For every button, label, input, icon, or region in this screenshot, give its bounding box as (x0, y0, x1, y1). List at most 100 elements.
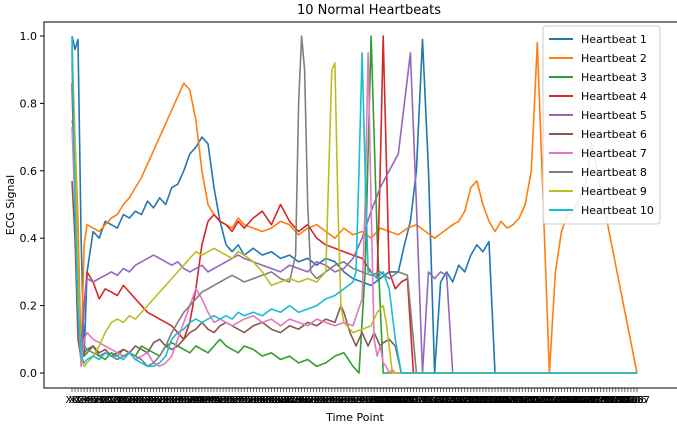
x-tick-label: X134 (464, 395, 490, 406)
series-line-heartbeat-10 (71, 35, 637, 374)
x-tick-label: X154 (524, 395, 550, 406)
x-tick-label: X182 (609, 395, 635, 406)
x-tick-label: X122 (428, 395, 454, 406)
legend-label: Heartbeat 4 (581, 90, 647, 103)
x-tick-label: X157 (533, 395, 559, 406)
x-tick-label: X128 (446, 395, 472, 406)
x-tick-label: X113 (400, 395, 426, 406)
x-tick-label: X180 (603, 395, 629, 406)
x-tick-label: X145 (497, 395, 523, 406)
x-tick-label: X137 (473, 395, 499, 406)
x-tick-label: X140 (482, 395, 508, 406)
legend-label: Heartbeat 8 (581, 166, 647, 179)
x-tick-label: X170 (573, 395, 599, 406)
x-tick-label: X126 (440, 395, 466, 406)
x-tick-label: X3 (74, 395, 87, 406)
x-tick-label: X7 (87, 395, 100, 406)
series-line-heartbeat-1 (71, 35, 637, 374)
x-tick-label: X105 (376, 395, 402, 406)
x-tick-label: X47 (204, 395, 224, 406)
x-tick-label: X5 (80, 395, 93, 406)
x-tick-label: X135 (467, 395, 493, 406)
x-tick-label: X93 (343, 395, 363, 406)
x-tick-label: X78 (298, 395, 318, 406)
x-tick-label: X71 (277, 395, 297, 406)
x-tick-label: X85 (319, 395, 339, 406)
x-tick-label: X60 (243, 395, 263, 406)
x-tick-label: X142 (488, 395, 514, 406)
x-tick-label: X0 (65, 395, 78, 406)
x-tick-label: X147 (503, 395, 529, 406)
x-tick-label: X183 (612, 395, 638, 406)
x-tick-label: X102 (367, 395, 393, 406)
x-tick-label: X160 (542, 395, 568, 406)
x-tick-label: X63 (253, 395, 273, 406)
x-tick-label: X59 (240, 395, 260, 406)
x-tick-label: X20 (123, 395, 143, 406)
x-tick-label: X130 (452, 395, 478, 406)
x-axis: X0X1X2X3X4X5X6X7X8X9X10X11X12X13X14X15X1… (65, 388, 650, 406)
x-tick-label: X35 (168, 395, 188, 406)
x-tick-label: X95 (349, 395, 369, 406)
x-tick-label: X38 (177, 395, 197, 406)
x-tick-label: X151 (515, 395, 541, 406)
x-tick-label: X125 (437, 395, 463, 406)
x-tick-label: X101 (364, 395, 390, 406)
x-tick-label: X13 (101, 395, 121, 406)
x-tick-label: X84 (316, 395, 336, 406)
x-tick-label: X28 (147, 395, 167, 406)
x-tick-label: X120 (422, 395, 448, 406)
x-tick-label: X169 (570, 395, 596, 406)
x-tick-label: X54 (225, 395, 245, 406)
x-tick-label: X143 (491, 395, 517, 406)
x-tick-label: X129 (449, 395, 475, 406)
x-tick-label: X97 (355, 395, 375, 406)
x-tick-label: X156 (530, 395, 556, 406)
x-tick-label: X32 (159, 395, 179, 406)
x-tick-label: X40 (183, 395, 203, 406)
y-tick-label: 0.6 (20, 165, 38, 178)
x-tick-label: X121 (425, 395, 451, 406)
legend-box (542, 25, 661, 225)
x-tick-label: X110 (391, 395, 417, 406)
x-tick-label: X88 (328, 395, 348, 406)
x-tick-label: X152 (518, 395, 544, 406)
x-tick-label: X2 (71, 395, 84, 406)
x-tick-label: X73 (283, 395, 303, 406)
x-tick-label: X153 (521, 395, 547, 406)
x-tick-label: X81 (307, 395, 327, 406)
x-tick-label: X166 (561, 395, 587, 406)
x-tick-label: X64 (256, 395, 276, 406)
x-tick-label: X138 (476, 395, 502, 406)
x-tick-label: X184 (615, 395, 641, 406)
x-tick-label: X68 (268, 395, 288, 406)
x-tick-label: X51 (216, 395, 236, 406)
x-tick-label: X27 (144, 395, 164, 406)
legend-label: Heartbeat 5 (581, 109, 647, 122)
legend-label: Heartbeat 10 (581, 204, 654, 217)
x-tick-label: X127 (443, 395, 469, 406)
x-tick-label: X34 (165, 395, 185, 406)
y-tick-label: 0.2 (20, 300, 38, 313)
y-tick-label: 0.4 (20, 232, 38, 245)
plot-frame (43, 21, 677, 389)
y-tick-label: 0.8 (20, 97, 38, 110)
x-tick-label: X177 (594, 395, 620, 406)
x-tick-label: X53 (222, 395, 242, 406)
x-tick-label: X41 (186, 395, 206, 406)
series-line-heartbeat-3 (71, 35, 637, 374)
x-tick-label: X83 (313, 395, 333, 406)
x-tick-label: X112 (397, 395, 423, 406)
x-tick-label: X141 (485, 395, 511, 406)
x-tick-label: X115 (406, 395, 432, 406)
x-tick-label: X173 (582, 395, 608, 406)
x-tick-label: X187 (624, 395, 650, 406)
x-tick-label: X24 (135, 395, 155, 406)
x-tick-label: X186 (621, 395, 647, 406)
x-tick-label: X90 (334, 395, 354, 406)
x-tick-label: X21 (126, 395, 146, 406)
x-tick-label: X106 (379, 395, 405, 406)
x-tick-label: X49 (210, 395, 230, 406)
series-line-heartbeat-5 (71, 52, 637, 374)
x-tick-label: X167 (564, 395, 590, 406)
